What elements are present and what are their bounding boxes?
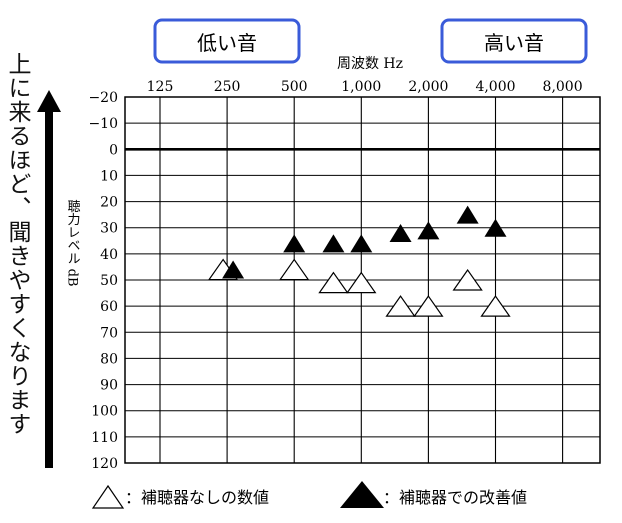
y-tick-label: 50 [100, 273, 118, 289]
y-tick-label: 120 [91, 456, 118, 472]
x-tick-label: 125 [147, 79, 174, 95]
high-tone-box [440, 18, 588, 64]
legend-filled-label: ：補聴器での改善値 [383, 488, 527, 507]
filled-triangle-marker [283, 234, 306, 253]
filled-triangle-marker [350, 234, 373, 253]
open-triangle-marker [279, 258, 310, 281]
filled-triangle-marker [456, 205, 479, 224]
y-tick-label: −20 [88, 90, 118, 106]
legend-open-triangle-icon [91, 484, 125, 509]
y-axis-title: 聴力レベル dB [65, 199, 81, 286]
y-tick-labels: −20 −10 0 10 20 30 40 50 60 70 80 90 100 110 120 [88, 90, 118, 472]
side-note: 上に来るほど、聞きやすくなります [0, 52, 34, 512]
filled-triangle-marker [484, 218, 507, 237]
y-tick-label: 110 [91, 430, 118, 446]
low-tone-label: 低い音 [197, 31, 257, 55]
x-tick-label: 1,000 [341, 79, 381, 95]
open-triangle-marker [413, 295, 444, 317]
filled-triangle-marker [322, 234, 345, 253]
y-tick-label: −10 [88, 116, 118, 132]
legend-filled-triangle-icon [340, 481, 384, 508]
x-tick-labels: 125 250 500 1,000 2,000 4,000 8,000 [147, 79, 583, 95]
legend-open-label: ：補聴器なしの数値 [125, 488, 269, 507]
y-tick-label: 40 [100, 247, 118, 263]
y-tick-label: 20 [100, 195, 118, 211]
y-tick-label: 10 [100, 168, 118, 184]
y-tick-label: 30 [100, 221, 118, 237]
x-axis-title: 周波数 Hz [337, 56, 403, 72]
x-tick-label: 8,000 [543, 79, 583, 95]
open-triangle-marker [318, 271, 349, 294]
x-tick-label: 4,000 [475, 79, 515, 95]
open-triangle-marker [480, 295, 511, 317]
filled-triangle-marker [417, 221, 440, 240]
filled-triangle-marker [222, 260, 245, 279]
y-tick-label: 80 [100, 351, 118, 367]
low-tone-box [153, 18, 301, 64]
y-tick-label: 90 [100, 378, 118, 394]
y-tick-label: 100 [91, 404, 118, 420]
up-arrow-icon [37, 90, 61, 468]
y-tick-label: 60 [100, 299, 118, 315]
y-tick-label: 0 [109, 142, 118, 158]
high-tone-label: 高い音 [484, 31, 544, 55]
x-tick-label: 250 [214, 79, 241, 95]
x-tick-label: 2,000 [408, 79, 448, 95]
x-tick-label: 500 [281, 79, 308, 95]
data-markers [207, 205, 511, 317]
open-triangle-marker [346, 271, 377, 294]
filled-triangle-marker [389, 223, 412, 242]
y-tick-label: 70 [100, 325, 118, 341]
open-triangle-marker [452, 268, 483, 291]
side-note-text: 上に来るほど、聞きやすくなります [4, 52, 30, 436]
chart-grid [124, 96, 601, 464]
open-triangle-marker [385, 295, 416, 317]
